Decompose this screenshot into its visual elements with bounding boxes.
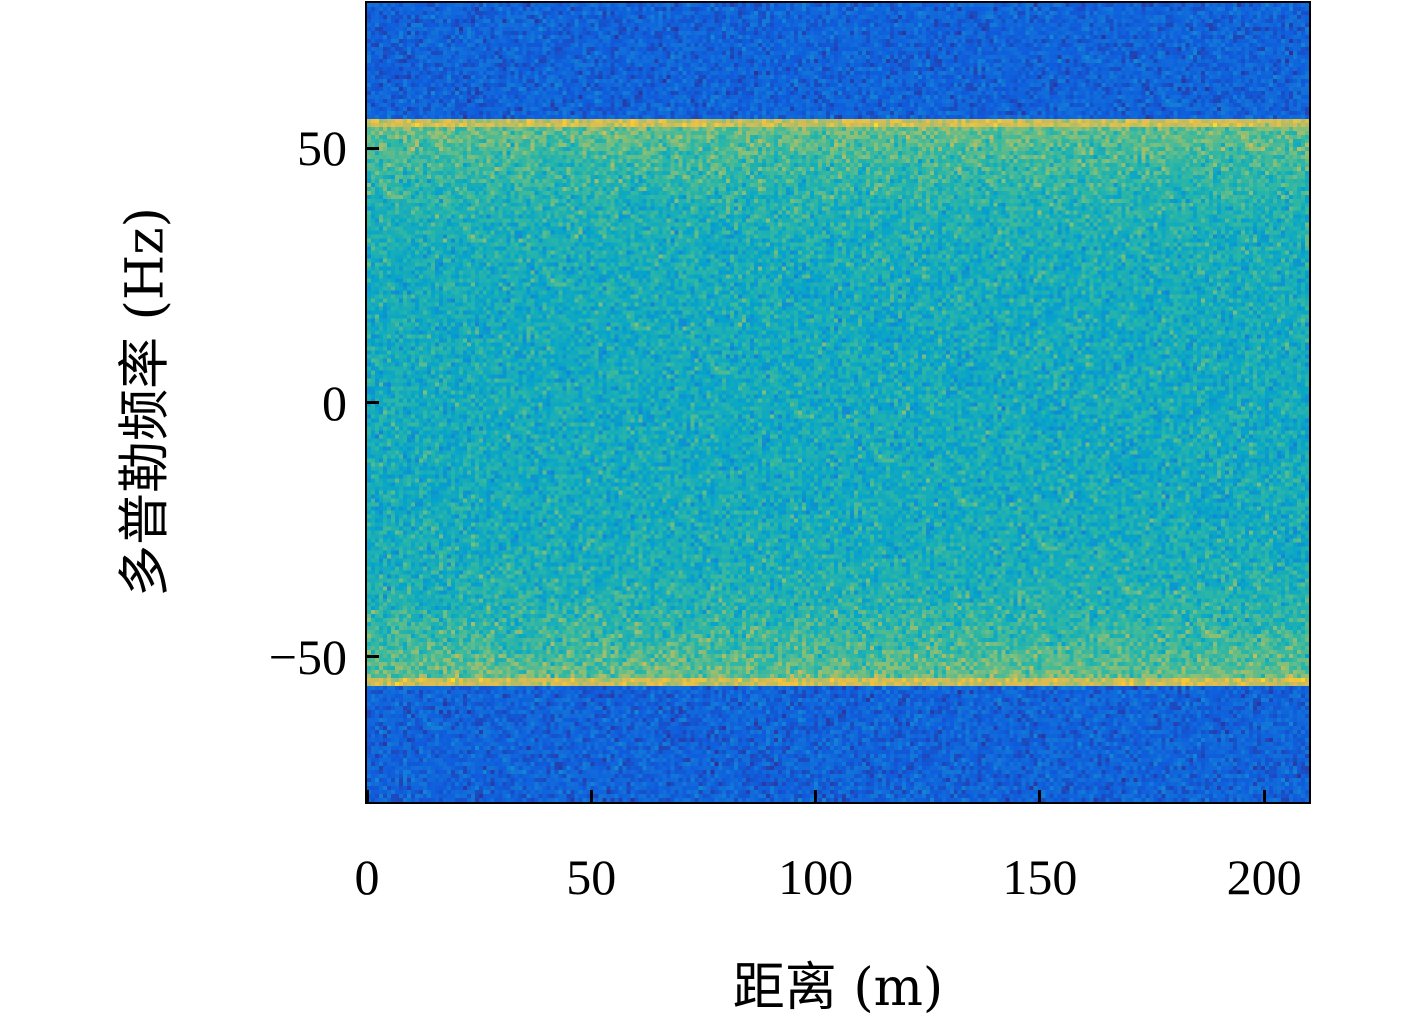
x-tick-label: 50 [566, 849, 617, 905]
y-tick-label: 0 [322, 374, 347, 431]
y-tick-mark [367, 655, 379, 659]
x-tick-mark [1038, 790, 1042, 802]
x-tick-label: 100 [778, 849, 854, 905]
x-tick-label: 200 [1226, 849, 1302, 905]
x-tick-label: 150 [1002, 849, 1078, 905]
y-tick-label: 50 [297, 120, 347, 177]
x-tick-label: 0 [354, 849, 380, 905]
x-tick-mark [1262, 790, 1266, 802]
x-tick-mark [589, 790, 593, 802]
y-tick-label: −50 [268, 628, 347, 685]
heatmap-plot-area [367, 3, 1309, 802]
x-axis-label: 距离 (m) [732, 958, 944, 1018]
y-tick-mark [367, 146, 379, 150]
x-tick-mark [814, 790, 818, 802]
y-axis-label: 多普勒频率 (Hz) [115, 207, 176, 597]
heatmap-cells [367, 3, 1309, 802]
x-tick-mark [365, 790, 369, 802]
y-tick-mark [367, 401, 379, 404]
